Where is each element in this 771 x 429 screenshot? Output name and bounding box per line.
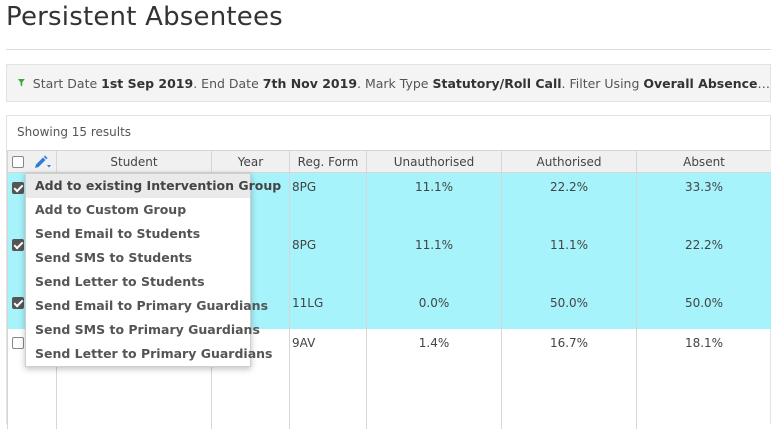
column-header-reg-form[interactable]: Reg. Form [290, 151, 367, 173]
results-count: Showing 15 results [17, 125, 131, 139]
absent-cell: 50.0% [637, 289, 771, 329]
pencil-icon[interactable] [34, 155, 52, 169]
authorised-cell: 11.1% [502, 231, 637, 289]
column-header-absent[interactable]: Absent [637, 151, 771, 173]
authorised-cell: 50.0% [502, 289, 637, 329]
bulk-action-menu: Add to existing Intervention Group Add t… [25, 173, 251, 367]
authorised-cell: 16.7% [502, 329, 637, 429]
menu-item-add-to-custom-group[interactable]: Add to Custom Group [26, 198, 250, 222]
column-header-year[interactable]: Year [212, 151, 290, 173]
row-checkbox[interactable] [12, 182, 24, 194]
unauthorised-cell: 1.4% [367, 329, 502, 429]
filter-ellipsis: … [758, 76, 771, 91]
filter-summary-bar[interactable]: Start Date 1st Sep 2019. End Date 7th No… [6, 64, 771, 102]
filter-end-label: . End Date [193, 76, 259, 91]
title-divider [6, 49, 771, 50]
column-header-authorised[interactable]: Authorised [502, 151, 637, 173]
unauthorised-cell: 0.0% [367, 289, 502, 329]
absent-cell: 22.2% [637, 231, 771, 289]
filter-mark-label: . Mark Type [357, 76, 428, 91]
menu-item-sms-guardians[interactable]: Send SMS to Primary Guardians [26, 318, 250, 342]
menu-item-sms-students[interactable]: Send SMS to Students [26, 246, 250, 270]
table-header-row: Student Year Reg. Form Unauthorised Auth… [8, 151, 771, 173]
authorised-cell: 22.2% [502, 173, 637, 231]
filter-mark-value: Statutory/Roll Call [432, 76, 561, 91]
page-title: Persistent Absentees [6, 2, 283, 32]
menu-item-letter-students[interactable]: Send Letter to Students [26, 270, 250, 294]
reg-form-cell: 8PG [290, 231, 367, 289]
menu-item-add-to-intervention-group[interactable]: Add to existing Intervention Group [26, 174, 250, 198]
reg-form-cell: 9AV [290, 329, 367, 429]
filter-using-value: Overall Absence [643, 76, 757, 91]
unauthorised-cell: 11.1% [367, 173, 502, 231]
reg-form-cell: 8PG [290, 173, 367, 231]
column-header-unauthorised[interactable]: Unauthorised [367, 151, 502, 173]
menu-item-email-students[interactable]: Send Email to Students [26, 222, 250, 246]
absent-cell: 18.1% [637, 329, 771, 429]
select-all-checkbox[interactable] [12, 156, 24, 168]
filter-end-value: 7th Nov 2019 [263, 76, 357, 91]
funnel-icon [18, 76, 25, 90]
row-checkbox[interactable] [12, 337, 24, 349]
row-checkbox[interactable] [12, 297, 24, 309]
column-header-student[interactable]: Student [57, 151, 212, 173]
row-checkbox[interactable] [12, 239, 24, 251]
filter-start-value: 1st Sep 2019 [101, 76, 193, 91]
filter-start-label: Start Date [33, 76, 97, 91]
menu-item-email-guardians[interactable]: Send Email to Primary Guardians [26, 294, 250, 318]
unauthorised-cell: 11.1% [367, 231, 502, 289]
select-all-header [8, 151, 57, 173]
absent-cell: 33.3% [637, 173, 771, 231]
reg-form-cell: 11LG [290, 289, 367, 329]
filter-using-label: . Filter Using [562, 76, 640, 91]
menu-item-letter-guardians[interactable]: Send Letter to Primary Guardians [26, 342, 250, 366]
